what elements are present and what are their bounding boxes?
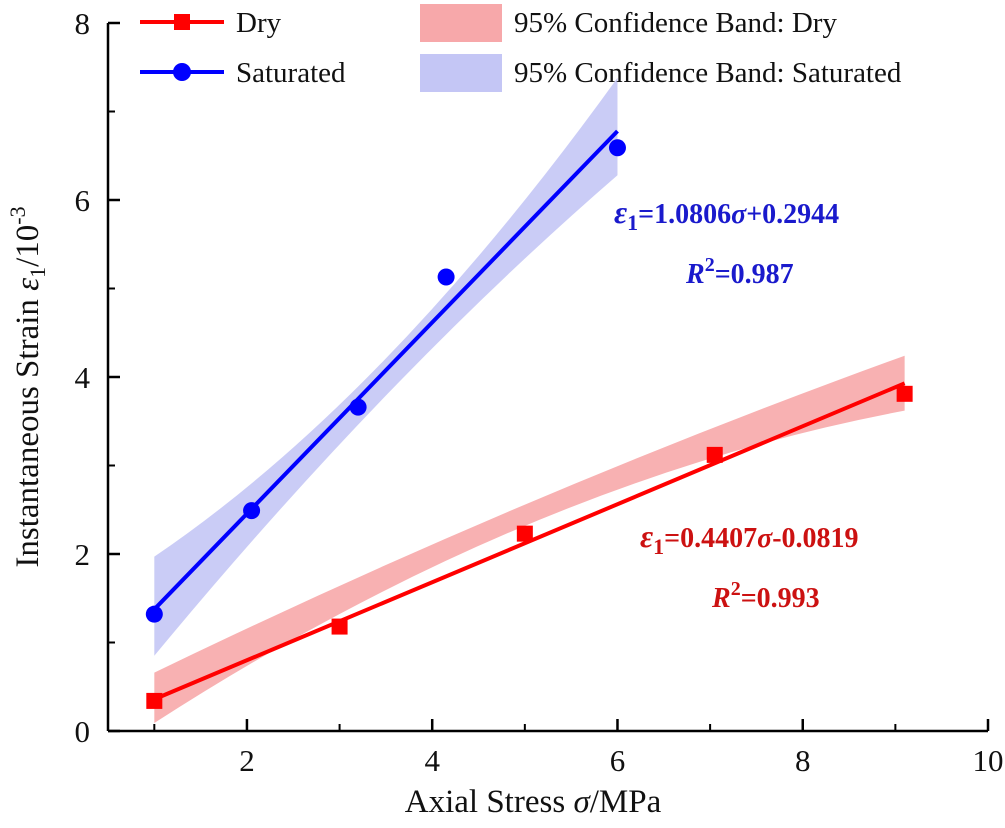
equation-dry: ε1=0.4407σ-0.0819 (640, 518, 859, 559)
x-tick-label: 10 (973, 743, 1004, 778)
y-tick-label: 2 (75, 537, 91, 572)
data-points (145, 139, 913, 709)
point-dry-0 (146, 692, 163, 709)
point-dry-4 (896, 385, 913, 402)
point-saturated-0 (145, 605, 163, 623)
point-dry-3 (706, 446, 723, 463)
legend-label-dry: Dry (236, 7, 282, 39)
legend-swatch-95-confidence-band-dry (420, 4, 502, 42)
r-squared-saturated: R2=0.987 (685, 254, 794, 290)
point-dry-2 (516, 525, 533, 542)
legend-label-95-confidence-band-dry: 95% Confidence Band: Dry (514, 7, 837, 39)
y-axis-title: Instantaneous Strain ε1/10-3 (5, 206, 50, 567)
tick-labels: 2 4 6 8 10 0 2 4 6 8 Axial Stress σ/MPa Instantaneo… (5, 6, 1004, 820)
axes (106, 21, 990, 733)
point-dry-1 (331, 618, 348, 635)
x-axis-title: Axial Stress σ/MPa (405, 784, 662, 820)
point-saturated-1 (243, 502, 261, 520)
equation-saturated: ε1=1.0806σ+0.2944 (614, 194, 839, 235)
point-saturated-4 (608, 139, 626, 157)
x-tick-label: 4 (424, 743, 440, 778)
r-squared-dry: R2=0.993 (711, 578, 820, 614)
legend-swatch-95-confidence-band-saturated (420, 54, 502, 92)
confidence-band-saturated (154, 77, 618, 656)
legend: Dry Saturated 95% Confidence Band: Dry 95% … (140, 4, 902, 92)
legend-marker-dry (174, 14, 190, 30)
y-tick-label: 6 (75, 183, 91, 218)
y-tick-label: 8 (75, 6, 91, 41)
legend-marker-saturated (173, 63, 191, 81)
y-tick-label: 0 (75, 714, 91, 749)
point-saturated-2 (349, 398, 367, 416)
y-tick-label: 4 (75, 360, 91, 395)
legend-label-saturated: Saturated (236, 57, 346, 89)
legend-label-95-confidence-band-saturated: 95% Confidence Band: Saturated (514, 57, 902, 89)
annotations: ε1=0.4407σ-0.0819 R2=0.993 ε1=1.0806σ+0.29… (614, 194, 859, 614)
x-tick-label: 8 (795, 743, 811, 778)
fit-line-saturated (152, 129, 619, 611)
x-tick-label: 6 (610, 743, 626, 778)
x-tick-label: 2 (239, 743, 255, 778)
confidence-bands (154, 77, 905, 724)
point-saturated-3 (437, 268, 455, 286)
